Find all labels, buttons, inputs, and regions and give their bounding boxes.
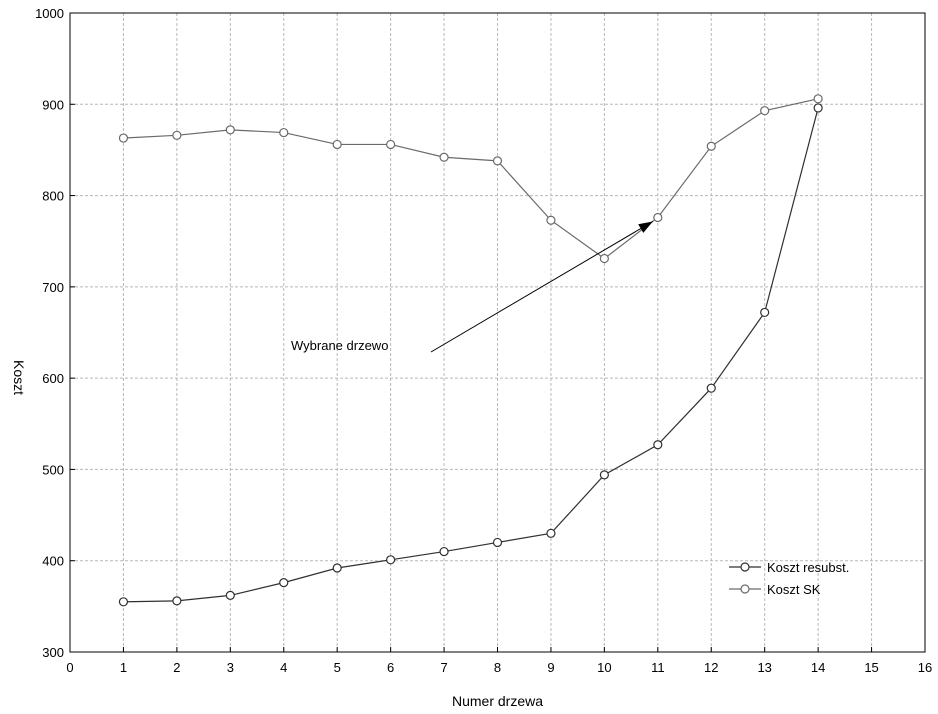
legend-label-2: Koszt SK [767,582,821,597]
legend-marker-1 [740,562,750,572]
series-2-point [653,212,663,223]
y-tick-label: 400 [42,554,64,569]
series-2-point [225,125,235,135]
x-tick-label: 7 [440,660,447,675]
ticks: 0 1 2 3 4 5 6 7 8 9 10 11 12 13 14 15 163004005006007008… [35,6,932,675]
series-2-point [813,94,823,104]
series-2-point [546,215,556,225]
series-2-point [492,156,503,166]
grid [70,13,925,652]
x-tick-label: 10 [597,660,611,675]
x-tick-label: 5 [334,660,341,675]
series-1-point [225,590,235,601]
y-axis-title: Koszt [11,360,27,395]
series-1-point [332,563,342,573]
x-tick-label: 14 [811,660,825,675]
y-tick-label: 1000 [35,6,64,21]
legend: Koszt resubst. Koszt SK [729,560,849,597]
series-2-point [439,152,449,162]
y-tick-label: 600 [42,371,64,386]
series-1-point [760,307,770,318]
series-2-point [279,127,289,138]
series-1-point [279,578,289,588]
x-tick-label: 4 [280,660,287,675]
series-2-point [172,130,182,140]
annotation-arrow-line [430,221,654,353]
series-1-point [706,383,716,393]
annotation-arrowhead [638,221,653,233]
series-1-point [599,470,609,480]
series-1-point [492,537,503,548]
annotation: Wybrane drzewo [291,221,654,353]
x-tick-label: 11 [651,660,665,675]
series-1-point [118,597,129,607]
annotation-label: Wybrane drzewo [291,338,388,353]
series-line-1 [123,107,819,603]
x-tick-label: 2 [173,660,180,675]
x-tick-label: 12 [704,660,718,675]
x-tick-label: 6 [387,660,394,675]
series-1-point [813,103,823,113]
y-tick-label: 300 [42,645,64,660]
x-tick-label: 0 [66,660,73,675]
x-tick-label: 9 [547,660,554,675]
y-tick-label: 500 [42,462,64,477]
y-tick-label: 900 [42,97,64,112]
series-layer [118,94,823,607]
series-line-2 [123,98,819,260]
x-tick-label: 1 [120,660,127,675]
legend-marker-2 [740,584,750,594]
series-2-point [760,106,770,116]
y-tick-label: 700 [42,280,64,295]
series-2-point [386,139,396,150]
series-2-point [332,139,342,150]
series-2-point [599,253,609,264]
legend-label-1: Koszt resubst. [767,560,849,575]
x-tick-label: 8 [494,660,501,675]
series-2-point [118,133,129,143]
series-1-point [439,546,449,557]
series-1-point [653,440,663,450]
series-1-point [172,596,182,606]
x-tick-label: 16 [918,660,932,675]
series-1-point [386,555,396,565]
x-tick-label: 13 [757,660,771,675]
x-tick-label: 15 [864,660,878,675]
series-1-point [546,528,556,538]
x-tick-label: 3 [227,660,234,675]
x-axis-title: Numer drzewa [452,693,543,709]
y-tick-label: 800 [42,189,64,204]
series-2-point [706,141,716,151]
